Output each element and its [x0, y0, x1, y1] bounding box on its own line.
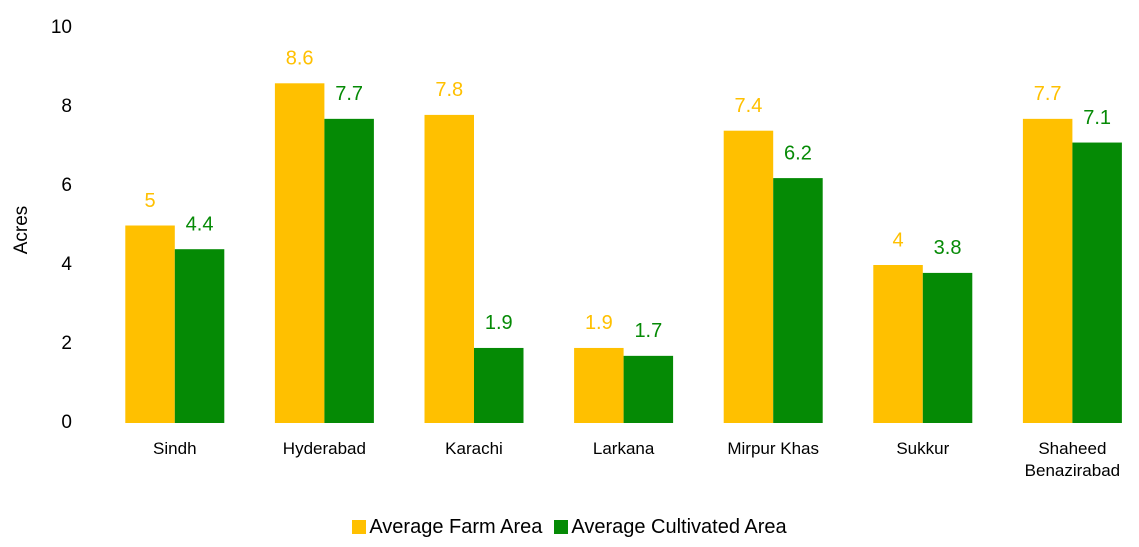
bar — [723, 130, 774, 423]
data-label: 4.4 — [186, 213, 214, 235]
data-label: 7.1 — [1083, 107, 1111, 129]
bar — [324, 118, 374, 423]
y-tick-label: 8 — [61, 96, 72, 117]
y-tick-label: 2 — [61, 333, 72, 354]
y-tick-label: 10 — [51, 17, 72, 38]
data-label: 4 — [892, 229, 903, 251]
x-tick-label: Hyderabad — [282, 439, 366, 458]
x-tick-label: Mirpur Khas — [727, 439, 819, 458]
data-label: 7.7 — [1034, 83, 1062, 105]
bar — [922, 272, 973, 423]
x-tick-label: Sukkur — [896, 439, 950, 458]
data-label: 7.8 — [435, 79, 463, 101]
legend-item: Average Cultivated Area — [554, 514, 787, 540]
legend-item: Average Farm Area — [352, 514, 542, 540]
bar — [474, 347, 524, 423]
legend-label: Average Farm Area — [369, 516, 543, 538]
data-label: 5 — [144, 190, 155, 212]
x-tick-label: Larkana — [592, 439, 655, 458]
bar — [623, 355, 674, 423]
y-tick-label: 6 — [61, 175, 72, 196]
bar — [1072, 142, 1122, 424]
y-tick-label: 0 — [61, 412, 72, 433]
data-label: 8.6 — [286, 48, 314, 70]
legend-label: Average Cultivated Area — [571, 516, 787, 538]
x-tick-label: Shaheed Benazirabad — [1024, 439, 1121, 480]
data-label: 1.9 — [585, 312, 613, 334]
bar — [424, 114, 474, 424]
bar — [1022, 118, 1073, 423]
y-axis-label: Acres — [11, 206, 32, 255]
bar — [574, 347, 624, 423]
legend-swatch — [554, 520, 569, 534]
data-label: 3.8 — [934, 237, 962, 259]
x-tick-label: Sindh — [153, 439, 197, 458]
legend-swatch — [352, 520, 367, 534]
bar — [773, 178, 823, 423]
x-tick-label: Karachi — [445, 439, 503, 458]
legend: Average Farm Area Average Cultivated Area — [0, 514, 1139, 540]
data-label: 7.7 — [335, 83, 363, 105]
data-label: 7.4 — [735, 95, 763, 117]
bar — [873, 265, 923, 423]
data-label: 1.9 — [485, 312, 513, 334]
bar — [174, 249, 225, 423]
bar — [125, 225, 175, 423]
data-label: 6.2 — [784, 142, 812, 164]
y-tick-label: 4 — [61, 254, 72, 275]
bar — [274, 83, 325, 424]
data-label: 1.7 — [634, 320, 662, 342]
